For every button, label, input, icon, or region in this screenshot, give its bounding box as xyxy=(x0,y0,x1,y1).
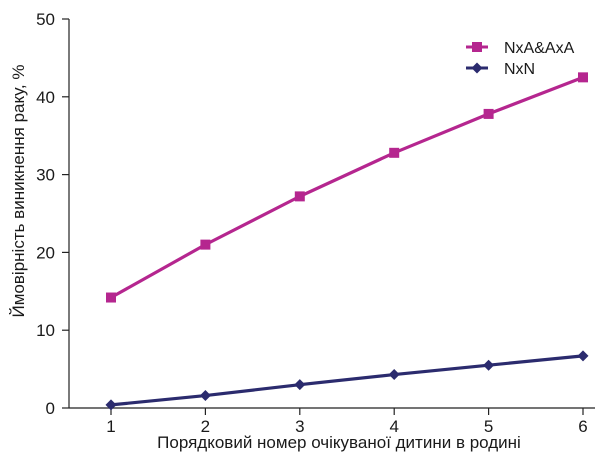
data-point xyxy=(199,390,211,402)
data-point xyxy=(106,292,116,303)
legend-marker xyxy=(471,62,483,74)
x-axis-label: Порядковий номер очікуваної дитини в род… xyxy=(157,433,521,452)
legend: NxA&AxA NxN xyxy=(466,40,575,78)
series-nxn xyxy=(105,350,589,411)
y-tick-label: 40 xyxy=(36,88,55,107)
x-tick-label: 4 xyxy=(389,417,398,436)
legend-label: NxA&AxA xyxy=(504,40,575,57)
y-tick-label: 30 xyxy=(36,166,55,185)
y-tick-label: 50 xyxy=(36,10,55,29)
data-point xyxy=(483,108,494,119)
x-tick-label: 1 xyxy=(106,417,115,436)
legend-item: NxN xyxy=(466,61,535,78)
x-tick-label: 6 xyxy=(578,417,587,436)
data-point xyxy=(578,72,588,83)
y-tick-label: 10 xyxy=(36,321,55,340)
legend-marker xyxy=(472,42,482,52)
y-tick-label: 20 xyxy=(36,243,55,262)
data-point xyxy=(294,379,306,391)
data-point xyxy=(389,147,400,158)
y-axis-label: Ймовірність виникнення раку, % xyxy=(9,65,28,318)
legend-item: NxA&AxA xyxy=(466,40,575,57)
data-point xyxy=(388,369,400,381)
series-nxa-axa xyxy=(106,72,588,303)
x-tick-label: 5 xyxy=(484,417,493,436)
series-line xyxy=(110,354,584,407)
series-layer xyxy=(105,72,589,411)
series-line xyxy=(110,75,584,299)
data-point xyxy=(294,191,305,202)
data-point xyxy=(483,359,495,371)
data-point xyxy=(105,399,117,411)
legend-label: NxN xyxy=(504,61,535,78)
data-point xyxy=(577,350,589,362)
y-tick-label: 0 xyxy=(46,399,55,418)
x-tick-label: 3 xyxy=(295,417,304,436)
x-tick-label: 2 xyxy=(201,417,210,436)
data-point xyxy=(200,239,211,250)
axes: 0 10 20 30 40 50 1 2 3 4 5 6 xyxy=(36,10,595,436)
